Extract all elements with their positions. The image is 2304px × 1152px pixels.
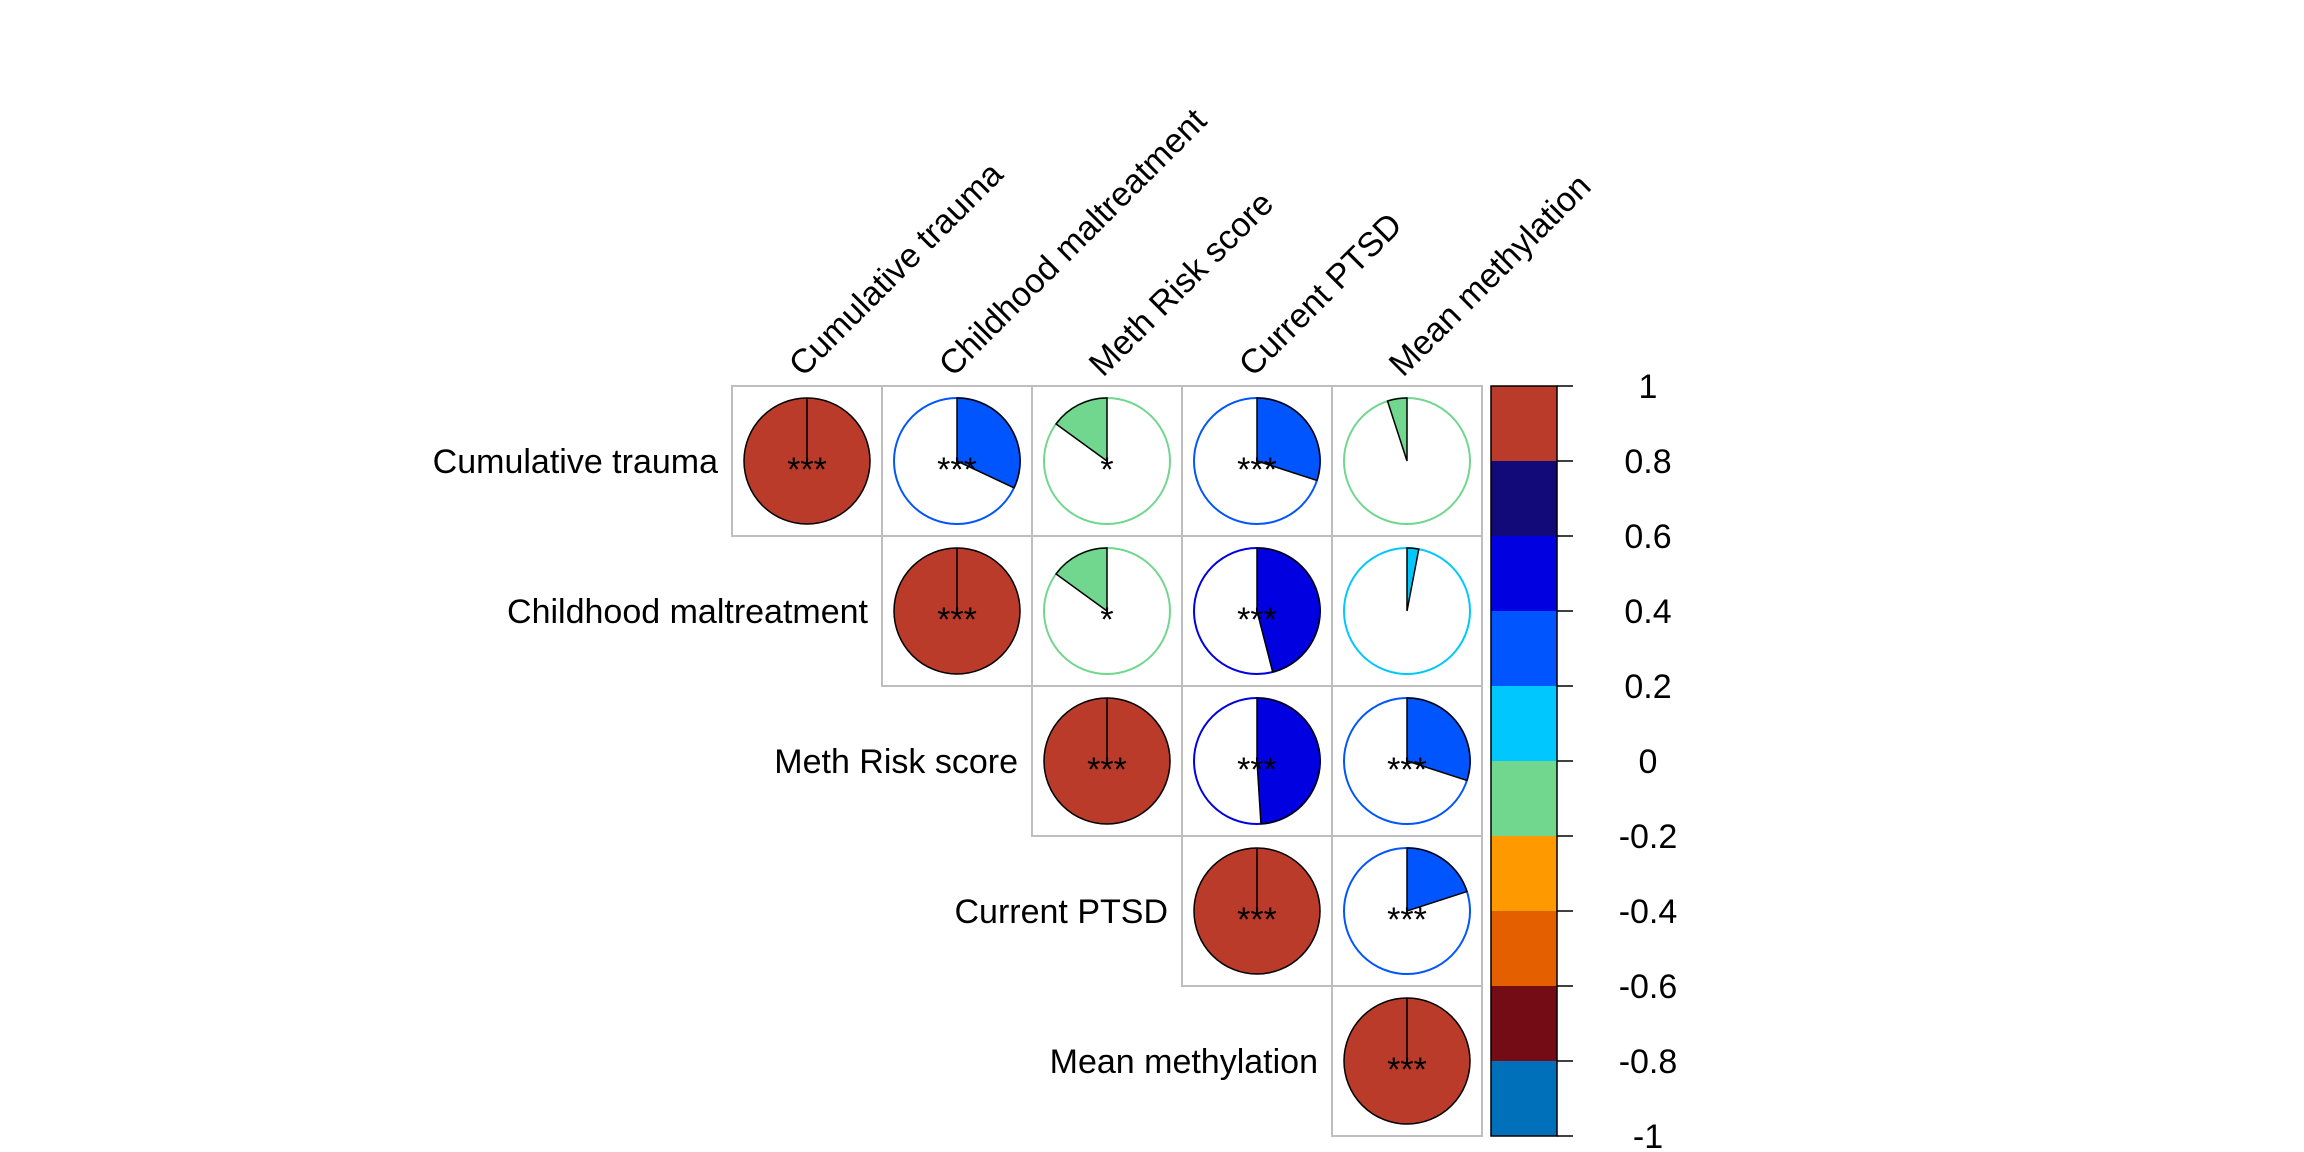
significance-stars: *** [1387, 1051, 1427, 1089]
pie-0-4 [1343, 397, 1471, 525]
significance-stars: * [1100, 601, 1113, 639]
colorbar-tick-label: 0.6 [1624, 518, 1671, 556]
colorbar-bin [1491, 611, 1557, 687]
colorbar-tick-label: -0.2 [1619, 818, 1678, 856]
colorbar-bin [1491, 761, 1557, 837]
pie-wedge [1256, 547, 1321, 673]
pie-layer: *** *** * ****** * ****** *** ****** ****** [743, 397, 1471, 1125]
colorbar-tick-label: -0.4 [1619, 893, 1678, 931]
colorbar-bin [1491, 836, 1557, 912]
significance-stars: *** [1237, 751, 1277, 789]
colorbar-tick-label: 0.2 [1624, 668, 1671, 706]
pie-2-3: *** [1193, 697, 1321, 825]
row-label: Current PTSD [955, 893, 1169, 931]
pie-wedge [1256, 697, 1321, 825]
significance-stars: *** [1237, 601, 1277, 639]
pie-1-2: * [1043, 547, 1171, 675]
grid-cell [1331, 985, 1483, 1137]
row-label: Childhood maltreatment [507, 593, 869, 631]
row-label: Meth Risk score [774, 743, 1018, 781]
colorbar-bin [1491, 1061, 1557, 1137]
pie-2-4: *** [1343, 697, 1471, 825]
pie-0-3: *** [1193, 397, 1321, 525]
row-label: Mean methylation [1050, 1043, 1318, 1081]
pie-wedge [1406, 697, 1471, 782]
pie-wedge [1054, 547, 1108, 613]
colorbar-tick-label: 1 [1639, 368, 1658, 406]
colorbar-tick-label: 0 [1639, 743, 1658, 781]
pie-wedge [1054, 397, 1108, 463]
pie-1-4 [1343, 547, 1471, 675]
grid-layer [731, 385, 1483, 1137]
colorbar-bin [1491, 536, 1557, 612]
significance-stars: *** [787, 451, 827, 489]
colorbar-bin [1491, 386, 1557, 462]
pie-2-2: *** [1043, 697, 1171, 825]
colorbar-tick-label: 0.8 [1624, 443, 1671, 481]
pie-1-1: *** [893, 547, 1021, 675]
pie-0-2: * [1043, 397, 1171, 525]
column-label: Mean methylation [1382, 167, 1599, 384]
pie-wedge [956, 397, 1021, 489]
pie-4-4: *** [1343, 997, 1471, 1125]
pie-wedge [1406, 547, 1420, 612]
pie-1-3: *** [1193, 547, 1321, 675]
colorbar-bin [1491, 461, 1557, 537]
colorbar-tick-label: -1 [1633, 1118, 1663, 1152]
significance-stars: *** [1237, 901, 1277, 939]
colorbar: 1 0.8 0.6 0.4 0.2 0 -0.2 -0.4 -0.6 -0.8 -1 [1490, 368, 1678, 1152]
pie-wedge [1386, 397, 1408, 462]
colorbar-tick-label: -0.6 [1619, 968, 1678, 1006]
pie-wedge [1256, 397, 1321, 482]
pie-0-0: *** [743, 397, 871, 525]
significance-stars: *** [937, 601, 977, 639]
colorbar-bin [1491, 686, 1557, 762]
significance-stars: *** [1237, 451, 1277, 489]
pie-wedge [1406, 847, 1468, 913]
significance-stars: *** [1387, 751, 1427, 789]
significance-stars: *** [1087, 751, 1127, 789]
significance-stars: *** [1387, 901, 1427, 939]
colorbar-tick-label: 0.4 [1624, 593, 1671, 631]
colorbar-tick-label: -0.8 [1619, 1043, 1678, 1081]
pie-0-1: *** [893, 397, 1021, 525]
colorbar-bin [1491, 986, 1557, 1062]
significance-stars: * [1100, 451, 1113, 489]
row-label: Cumulative trauma [433, 443, 718, 481]
pie-3-3: *** [1193, 847, 1321, 975]
pie-3-4: *** [1343, 847, 1471, 975]
label-layer: Cumulative trauma Childhood maltreatment M… [433, 101, 1599, 1081]
significance-stars: *** [937, 451, 977, 489]
column-label: Childhood maltreatment [932, 101, 1215, 384]
colorbar-bin [1491, 911, 1557, 987]
